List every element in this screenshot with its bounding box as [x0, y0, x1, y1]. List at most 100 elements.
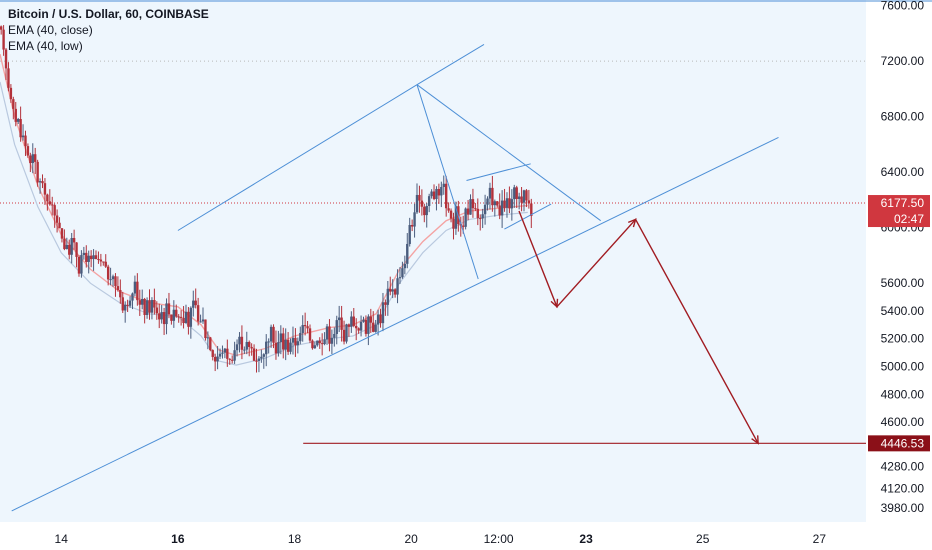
time-tick-label: 18 [288, 532, 302, 546]
wedge-lower-trendline[interactable] [504, 203, 552, 230]
candle-body [347, 324, 351, 327]
candle-body [381, 302, 385, 324]
candle-body [384, 302, 387, 305]
candle-body [82, 252, 86, 256]
candle-body [92, 255, 95, 260]
price-axis-background[interactable] [866, 0, 932, 550]
plot-background[interactable] [0, 0, 866, 522]
price-tick-label: 4600.00 [881, 415, 925, 429]
candle-body [75, 242, 78, 257]
candle-body [296, 341, 300, 346]
time-axis-background[interactable] [0, 522, 866, 550]
candle-body [274, 342, 278, 354]
candle-body [223, 348, 227, 353]
candle-body [175, 309, 178, 317]
candle-body [87, 255, 90, 262]
wedge-upper-trendline[interactable] [466, 163, 531, 181]
candle-body [216, 356, 219, 362]
candle-body [413, 212, 416, 227]
candle-body [94, 255, 98, 260]
triangle-lower-trendline[interactable] [416, 84, 479, 280]
candle-body [462, 225, 465, 227]
candle-body [111, 276, 115, 280]
candle-body [162, 312, 166, 325]
candle-body [158, 313, 161, 320]
candle-body [4, 49, 8, 69]
candle-body [230, 359, 234, 361]
candle-body [449, 210, 453, 219]
candle-body [41, 181, 44, 184]
ema-low-line [0, 81, 528, 366]
candle-body [201, 319, 205, 322]
candle-body [226, 348, 229, 359]
candle-body [335, 320, 338, 334]
drawings-group[interactable] [11, 43, 866, 512]
candle-body [294, 337, 297, 346]
candle-body [464, 208, 467, 227]
ema-close-legend[interactable]: EMA (40, close) [8, 23, 93, 37]
candle-body [355, 325, 358, 329]
candle-body [374, 324, 377, 332]
candle-body [141, 298, 144, 305]
candle-body [279, 333, 283, 343]
candle-body [306, 326, 309, 329]
symbol-title[interactable]: Bitcoin / U.S. Dollar, 60, COINBASE [8, 7, 209, 21]
candle-body [255, 360, 258, 362]
triangle-upper-trendline[interactable] [416, 84, 601, 222]
candle-body [89, 255, 93, 260]
candle-body [143, 298, 146, 316]
candle-body [286, 339, 290, 352]
candle-body [483, 204, 487, 215]
candle-body [272, 326, 275, 343]
candle-body [248, 341, 251, 347]
candle-body [177, 316, 180, 318]
candle-body [206, 337, 210, 339]
time-tick-label: 27 [813, 532, 827, 546]
ema-low-legend[interactable]: EMA (40, low) [8, 39, 83, 53]
candle-body [389, 288, 392, 292]
candle-body [396, 278, 399, 295]
candle-body [333, 333, 336, 338]
current-price-tag [868, 195, 930, 228]
channel-lower-trendline[interactable] [11, 136, 779, 512]
price-tick-label: 6800.00 [881, 110, 925, 124]
price-tick-label: 7200.00 [881, 54, 925, 68]
price-tick-label: 5200.00 [881, 332, 925, 346]
candle-body [167, 303, 171, 315]
candle-body [496, 201, 499, 206]
candle-body [340, 317, 343, 330]
candle-body [352, 316, 355, 326]
candle-body [432, 191, 436, 200]
current-price-label: 6177.50 [881, 196, 925, 210]
projection-arrow-path[interactable] [518, 210, 759, 444]
time-tick-label: 25 [696, 532, 710, 546]
candle-body [128, 300, 132, 306]
candle-body [267, 341, 270, 343]
candle-body [102, 261, 105, 263]
candle-body [479, 218, 482, 220]
candle-body [301, 325, 304, 333]
candle-body [43, 183, 47, 195]
candle-body [165, 303, 168, 325]
candle-body [233, 350, 236, 361]
candle-body [437, 188, 441, 196]
candle-body [527, 200, 531, 204]
candle-body [104, 261, 107, 267]
candle-body [209, 337, 212, 351]
price-tick-label: 5600.00 [881, 276, 925, 290]
candle-body [106, 266, 110, 280]
candle-body [211, 350, 214, 357]
time-tick-label: 14 [55, 532, 69, 546]
candle-body [364, 319, 368, 334]
arrow-head-2 [627, 218, 637, 228]
candle-body [379, 314, 382, 324]
candle-body [172, 309, 176, 321]
price-tick-label: 3980.00 [881, 501, 925, 515]
candle-body [136, 281, 139, 301]
candle-body [123, 304, 127, 311]
candle-body [362, 319, 365, 322]
candle-body [493, 201, 497, 206]
candle-body [430, 191, 433, 197]
